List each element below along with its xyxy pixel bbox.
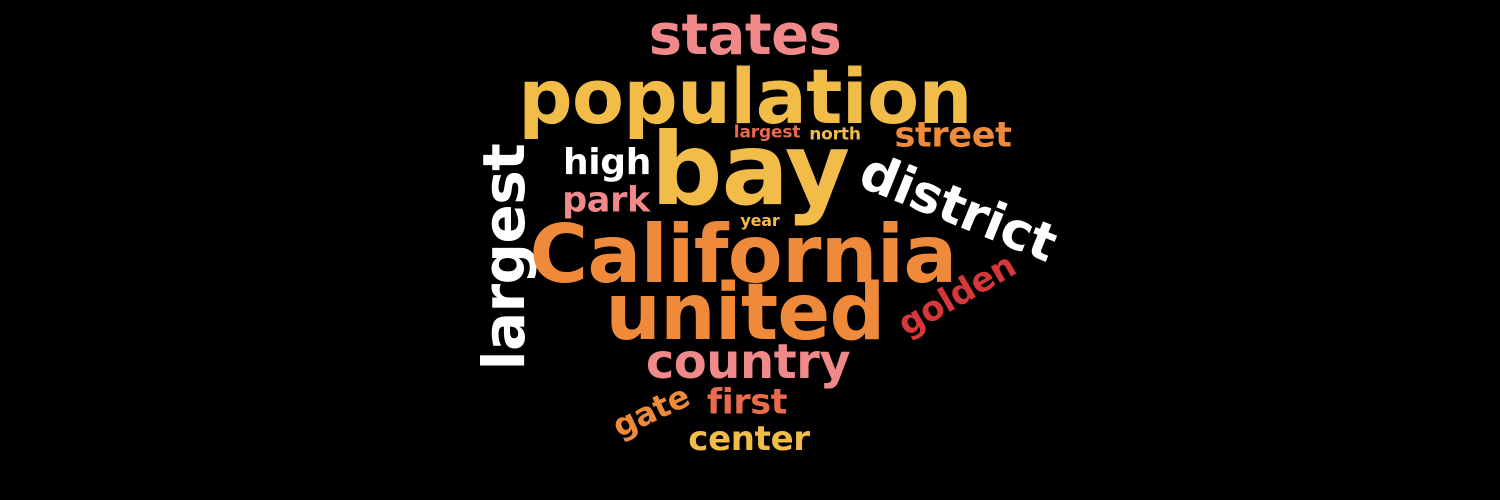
word-country: country [645, 334, 851, 390]
word-gate: gate [606, 376, 696, 446]
word-largest-small: largest [733, 122, 801, 143]
word-united: united [605, 268, 885, 358]
word-year: year [740, 211, 780, 230]
word-states: states [648, 3, 842, 68]
word-street: street [894, 115, 1012, 156]
word-park: park [562, 180, 650, 221]
word-north: north [809, 124, 861, 145]
word-population: population [518, 52, 972, 141]
word-largest-vertical: largest [470, 143, 538, 371]
word-high: high [563, 142, 651, 183]
word-center: center [688, 419, 810, 459]
word-california: California [529, 208, 957, 301]
word-bay: bay [650, 111, 850, 228]
word-first: first [706, 382, 788, 423]
